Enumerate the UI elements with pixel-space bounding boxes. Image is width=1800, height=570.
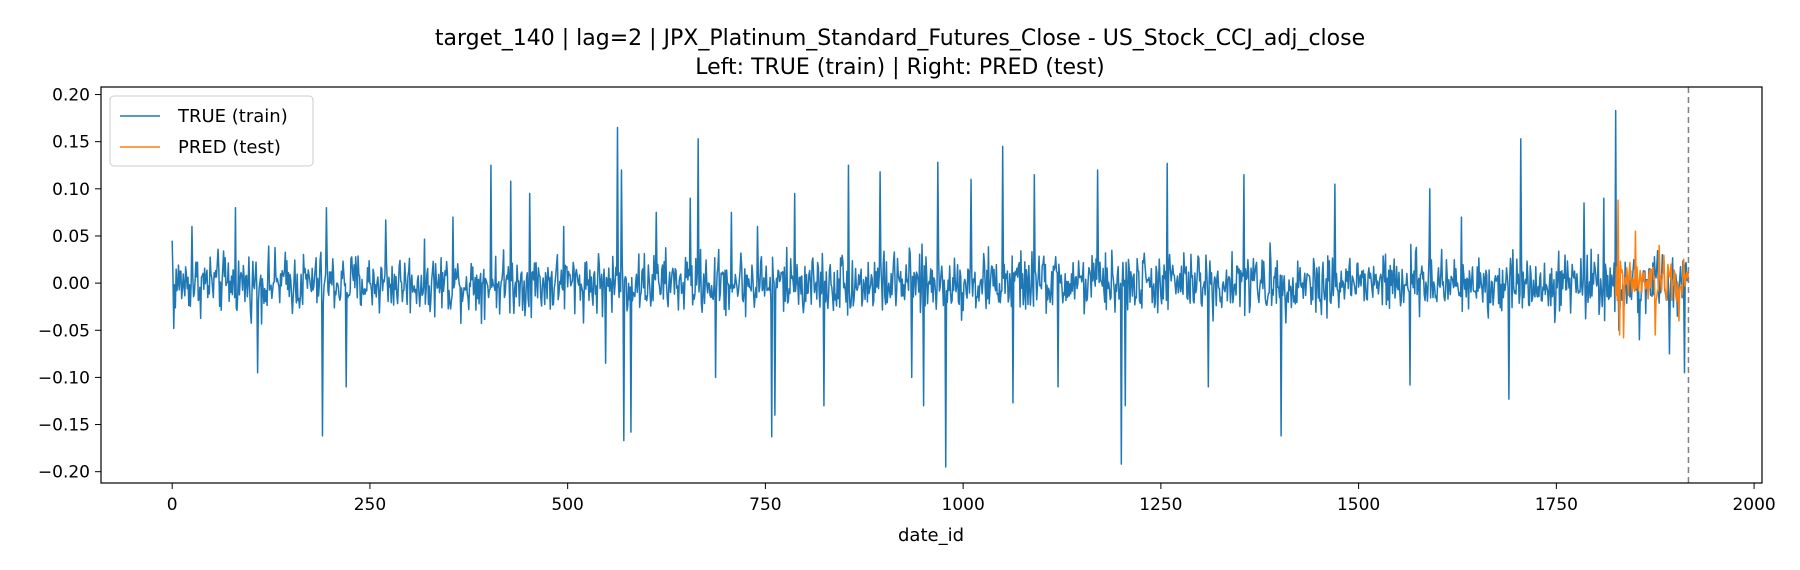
x-tick-label: 1500 [1337, 495, 1380, 515]
chart-subtitle: Left: TRUE (train) | Right: PRED (test) [695, 55, 1104, 80]
chart-title: target_140 | lag=2 | JPX_Platinum_Standa… [435, 26, 1365, 51]
y-tick-label: 0.20 [52, 86, 90, 106]
legend-label-pred: PRED (test) [178, 137, 281, 158]
y-tick-label: 0.05 [52, 227, 90, 247]
legend: TRUE (train) PRED (test) [109, 95, 314, 167]
x-axis-label: date_id [898, 525, 964, 546]
series-line-0 [171, 109, 1690, 468]
y-tick-label: −0.15 [38, 416, 90, 436]
y-tick-label: 0.15 [52, 133, 90, 153]
x-tick-label: 2000 [1732, 495, 1775, 515]
plot-frame [100, 86, 1763, 484]
x-tick-label: 750 [749, 495, 781, 515]
y-tick-label: 0.10 [52, 180, 90, 200]
y-tick-label: 0.00 [52, 274, 90, 294]
y-tick-label: −0.05 [38, 321, 90, 341]
x-tick-label: 0 [167, 495, 178, 515]
series-line-1 [1614, 199, 1690, 339]
x-tick-label: 1750 [1535, 495, 1578, 515]
legend-label-true: TRUE (train) [177, 106, 288, 127]
series-layer [171, 109, 1690, 468]
x-tick-label: 250 [354, 495, 386, 515]
y-axis: 0.20 0.15 0.10 0.05 0.00 −0.05 −0.10 −0.15 −0.20 [38, 86, 101, 483]
x-axis: 0 250 500 750 1000 1250 1500 1750 2000 [167, 483, 1776, 515]
y-tick-label: −0.20 [38, 463, 90, 483]
x-tick-label: 1000 [942, 495, 985, 515]
y-tick-label: −0.10 [38, 368, 90, 388]
legend-box [109, 95, 314, 167]
x-tick-label: 1250 [1139, 495, 1182, 515]
x-tick-label: 500 [551, 495, 583, 515]
